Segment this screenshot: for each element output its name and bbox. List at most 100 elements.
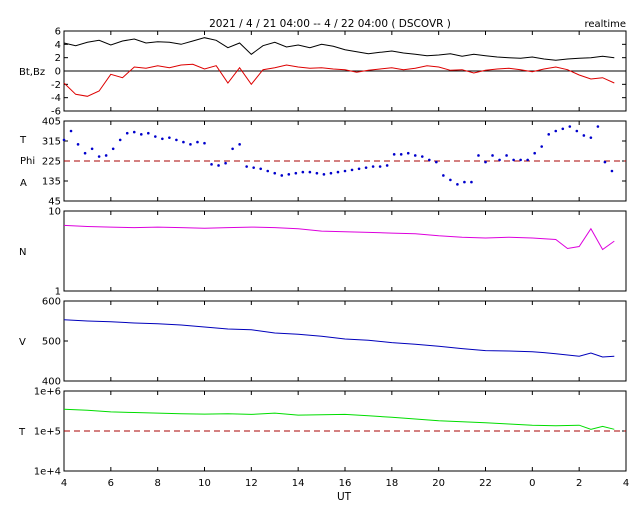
data-point-phi bbox=[519, 158, 522, 162]
data-point-phi bbox=[336, 170, 340, 174]
data-point-phi bbox=[449, 178, 452, 182]
y-tick-label: 1 bbox=[55, 287, 61, 298]
y-tick-label: 6 bbox=[55, 27, 61, 38]
data-point-phi bbox=[196, 140, 199, 144]
data-point-phi bbox=[308, 170, 312, 174]
x-tick-label: 16 bbox=[339, 478, 352, 489]
y-tick-label: -6 bbox=[51, 107, 61, 118]
data-point-phi bbox=[132, 130, 136, 134]
data-point-phi bbox=[90, 147, 94, 151]
data-point-phi bbox=[294, 171, 298, 175]
panel-frame bbox=[63, 210, 627, 292]
panel-speed: 600 500 400 V bbox=[19, 297, 627, 388]
x-tick-label: 22 bbox=[479, 478, 492, 489]
y-axis-label: A bbox=[20, 178, 27, 189]
series-line-n bbox=[63, 224, 615, 251]
data-point-phi bbox=[210, 163, 213, 166]
data-point-phi bbox=[350, 168, 354, 172]
data-point-phi bbox=[547, 133, 551, 136]
y-tick-label: 225 bbox=[42, 157, 61, 168]
data-point-phi bbox=[104, 154, 108, 157]
data-point-phi bbox=[442, 174, 445, 177]
data-point-phi bbox=[435, 160, 438, 164]
data-point-phi bbox=[392, 153, 396, 156]
data-point-phi bbox=[189, 143, 192, 146]
x-tick-label: 0 bbox=[529, 478, 535, 489]
x-tick-label: 4 bbox=[61, 478, 67, 489]
data-point-phi bbox=[139, 133, 143, 136]
data-point-phi bbox=[83, 151, 87, 155]
y-axis-label: V bbox=[19, 337, 26, 348]
y-tick-label: 2 bbox=[55, 53, 61, 64]
data-point-phi bbox=[491, 154, 494, 157]
data-point-phi bbox=[364, 166, 368, 169]
y-axis-label: T bbox=[18, 427, 26, 438]
y-tick-label: 4 bbox=[55, 40, 61, 51]
x-tick-label: 14 bbox=[292, 478, 305, 489]
x-tick-label: 6 bbox=[108, 478, 114, 489]
data-point-phi bbox=[385, 164, 389, 167]
data-point-phi bbox=[554, 129, 558, 133]
data-point-phi bbox=[413, 154, 417, 157]
data-point-phi bbox=[217, 164, 220, 167]
data-point-phi bbox=[280, 174, 284, 177]
y-axis-label: Bt,Bz bbox=[19, 67, 45, 78]
plot-title: 2021 / 4 / 21 04:00 -- 4 / 22 04:00 ( DS… bbox=[209, 18, 451, 30]
data-point-phi bbox=[329, 171, 333, 175]
series-line-t bbox=[63, 408, 615, 430]
data-point-phi bbox=[596, 125, 600, 128]
y-tick-label: 45 bbox=[48, 197, 61, 208]
x-tick-label: 20 bbox=[432, 478, 445, 489]
y-axis-label: T bbox=[19, 135, 27, 146]
data-point-phi bbox=[69, 129, 73, 133]
data-point-phi bbox=[603, 160, 607, 164]
data-point-phi bbox=[505, 154, 508, 157]
data-point-phi bbox=[118, 138, 122, 142]
panel-temperature: 1e+6 1e+5 1e+4 T bbox=[18, 387, 627, 478]
data-point-phi bbox=[238, 143, 241, 146]
data-point-phi bbox=[568, 125, 572, 128]
data-point-phi bbox=[498, 158, 501, 162]
data-point-phi bbox=[610, 169, 614, 173]
data-point-phi bbox=[512, 158, 515, 162]
data-point-phi bbox=[406, 151, 410, 155]
y-tick-label: 500 bbox=[42, 337, 61, 348]
data-point-phi bbox=[343, 169, 347, 173]
data-point-phi bbox=[224, 161, 227, 165]
y-tick-label: 135 bbox=[42, 177, 61, 188]
data-point-phi bbox=[154, 135, 157, 138]
data-point-phi bbox=[561, 127, 565, 131]
data-point-phi bbox=[76, 143, 80, 146]
data-point-phi bbox=[456, 183, 459, 186]
data-point-phi bbox=[420, 155, 424, 158]
data-point-phi bbox=[203, 141, 206, 145]
data-point-phi bbox=[62, 138, 66, 142]
y-tick-label: 1e+6 bbox=[34, 387, 61, 398]
x-tick-label: 18 bbox=[385, 478, 398, 489]
series-line-bt bbox=[63, 37, 615, 61]
data-point-phi bbox=[357, 167, 361, 171]
data-point-phi bbox=[378, 165, 382, 168]
y-tick-label: 400 bbox=[42, 377, 61, 388]
data-point-phi bbox=[371, 165, 375, 168]
data-point-phi bbox=[470, 180, 473, 184]
y-axis-label: Phi bbox=[20, 156, 35, 167]
data-point-phi bbox=[266, 169, 270, 173]
data-point-phi bbox=[540, 145, 543, 148]
data-point-phi bbox=[231, 147, 234, 151]
data-point-phi bbox=[428, 158, 431, 162]
y-tick-label: 315 bbox=[42, 137, 61, 148]
panel-magnetic_field: 6 4 2 0 -2 -4 -6 Bt,Bz bbox=[19, 27, 627, 118]
data-point-phi bbox=[526, 158, 529, 162]
x-axis-label: UT bbox=[337, 491, 352, 503]
data-point-phi bbox=[589, 136, 593, 139]
y-tick-label: -4 bbox=[51, 93, 61, 104]
data-point-phi bbox=[484, 160, 487, 164]
y-tick-label: 1e+4 bbox=[34, 467, 61, 478]
y-tick-label: 10 bbox=[48, 207, 61, 218]
data-point-phi bbox=[245, 165, 248, 168]
data-point-phi bbox=[147, 131, 150, 135]
y-tick-label: 0 bbox=[55, 67, 61, 78]
data-point-phi bbox=[175, 138, 178, 142]
